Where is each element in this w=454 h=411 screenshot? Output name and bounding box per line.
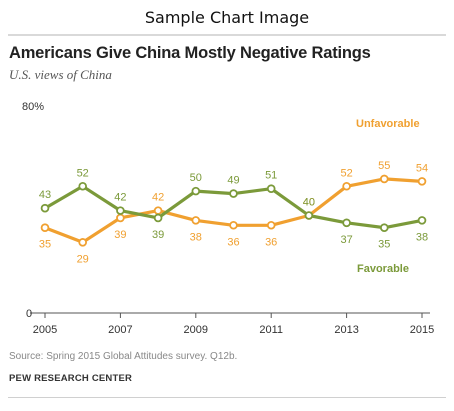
data-point-favorable xyxy=(266,184,276,193)
data-label-favorable: 43 xyxy=(39,189,51,201)
data-point-unfavorable xyxy=(379,174,389,184)
chart-subtitle: U.S. views of China xyxy=(9,67,112,82)
page-header-title: Sample Chart Image xyxy=(144,8,310,27)
data-label-unfavorable: 39 xyxy=(114,229,126,241)
legend-label-favorable: Favorable xyxy=(357,263,409,275)
data-point-unfavorable xyxy=(116,213,125,223)
organization-credit: PEW RESEARCH CENTER xyxy=(9,373,133,384)
data-label-unfavorable: 55 xyxy=(378,160,390,172)
data-point-favorable xyxy=(78,181,87,191)
x-tick-label: 2007 xyxy=(108,324,132,336)
data-label-favorable: 40 xyxy=(303,197,315,209)
data-point-favorable xyxy=(229,189,238,198)
data-point-unfavorable xyxy=(229,220,238,230)
source-note: Source: Spring 2015 Global Attitudes sur… xyxy=(9,351,238,362)
top-divider xyxy=(8,34,446,36)
data-label-favorable: 50 xyxy=(190,172,202,184)
data-label-unfavorable: 35 xyxy=(39,239,51,251)
data-point-unfavorable xyxy=(191,216,201,225)
data-point-unfavorable xyxy=(153,206,163,215)
data-point-favorable xyxy=(379,223,389,232)
data-label-favorable: 52 xyxy=(77,167,89,179)
data-point-favorable xyxy=(40,203,50,213)
data-point-unfavorable xyxy=(40,223,50,232)
data-label-unfavorable: 38 xyxy=(190,231,202,243)
data-point-unfavorable xyxy=(417,177,427,186)
x-tick-label: 2015 xyxy=(410,324,434,336)
data-point-unfavorable xyxy=(266,220,276,230)
legend-label-unfavorable: Unfavorable xyxy=(356,118,420,130)
data-label-favorable: 35 xyxy=(378,239,390,251)
data-label-unfavorable: 54 xyxy=(416,162,428,174)
bottom-divider xyxy=(8,397,446,398)
data-point-favorable xyxy=(116,206,125,215)
data-label-favorable: 51 xyxy=(265,170,277,182)
x-tick-label: 2011 xyxy=(259,324,283,336)
data-label-favorable: 38 xyxy=(416,231,428,243)
data-label-unfavorable: 42 xyxy=(152,192,164,204)
data-label-favorable: 42 xyxy=(114,192,126,204)
data-label-favorable: 37 xyxy=(340,234,352,246)
data-label-favorable: 49 xyxy=(227,175,239,187)
y-tick-label-80: 80% xyxy=(22,101,44,113)
data-point-favorable xyxy=(304,211,314,220)
x-tick-label: 2013 xyxy=(334,324,358,336)
x-tick-label: 2005 xyxy=(33,324,57,336)
data-point-favorable xyxy=(153,213,163,223)
data-label-unfavorable: 36 xyxy=(227,236,239,248)
y-tick-label-0: 0 xyxy=(26,308,32,320)
data-point-favorable xyxy=(342,218,351,228)
data-point-unfavorable xyxy=(78,238,87,247)
chart-title: Americans Give China Mostly Negative Rat… xyxy=(9,44,371,62)
data-label-favorable: 39 xyxy=(152,229,164,241)
data-label-unfavorable: 29 xyxy=(77,253,89,265)
data-point-unfavorable xyxy=(342,181,351,191)
x-tick-label: 2009 xyxy=(184,324,208,336)
data-point-favorable xyxy=(417,216,427,225)
series-line-unfavorable xyxy=(43,177,424,244)
data-label-unfavorable: 52 xyxy=(340,167,352,179)
data-label-unfavorable: 40 xyxy=(303,197,315,209)
data-point-favorable xyxy=(191,186,201,196)
data-label-unfavorable: 36 xyxy=(265,236,277,248)
